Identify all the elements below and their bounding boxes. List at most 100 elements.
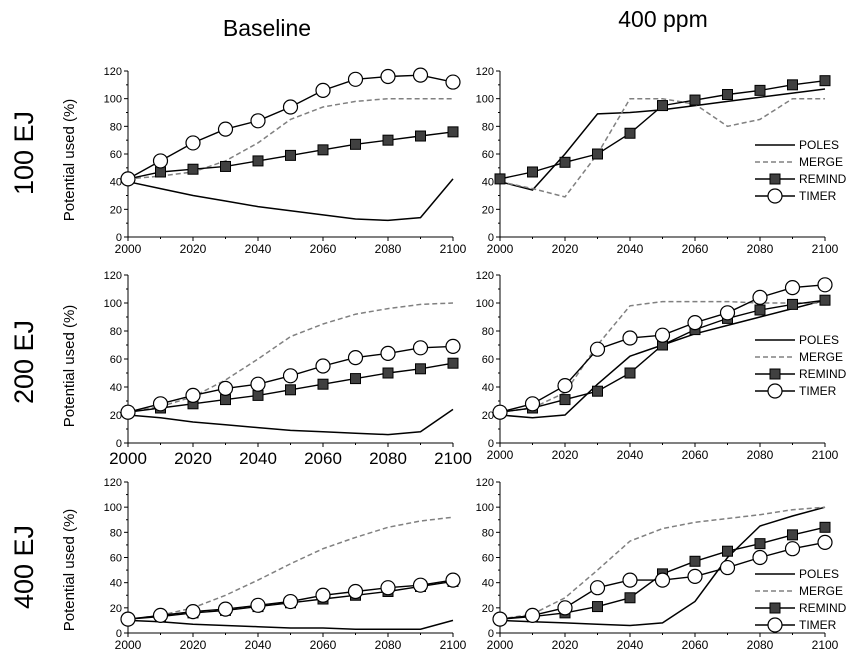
point-timer (412, 67, 429, 83)
point-timer (622, 330, 638, 346)
y-tick-label: 120 (104, 66, 122, 78)
point-timer (120, 171, 136, 187)
x-tick-label: 2000 (487, 638, 514, 652)
point-remind (559, 394, 571, 406)
series-timer (127, 74, 454, 180)
legend-label-timer: TIMER (799, 384, 837, 398)
x-tick-label: 2100 (440, 242, 467, 256)
point-timer (152, 396, 169, 412)
point-timer (152, 153, 169, 169)
point-timer (185, 604, 201, 620)
point-remind (722, 545, 733, 557)
point-remind (350, 373, 361, 385)
point-remind (689, 555, 701, 567)
y-tick-label: 0 (488, 628, 494, 640)
x-tick-label: 2000 (487, 242, 514, 256)
row-title-400ej: 400 EJ (9, 525, 39, 609)
series-merge (499, 506, 826, 620)
series-poles (127, 408, 454, 436)
point-timer (784, 280, 801, 296)
y-tick-label: 40 (110, 177, 122, 189)
point-remind (285, 149, 296, 161)
legend: POLES MERGE REMIND TIMER (755, 138, 847, 204)
point-remind (252, 155, 264, 167)
point-remind (220, 394, 231, 406)
point-timer (784, 541, 801, 557)
x-tick-label: 2060 (682, 242, 709, 256)
point-timer (767, 617, 783, 633)
x-tick-label: 2060 (682, 638, 709, 652)
point-remind (754, 304, 766, 316)
point-remind (285, 384, 296, 396)
point-timer (817, 534, 833, 551)
point-timer (217, 601, 234, 617)
x-tick-label: 2040 (617, 638, 644, 652)
point-remind (769, 602, 781, 614)
point-remind (657, 100, 668, 112)
legend-label-merge: MERGE (799, 350, 843, 364)
point-timer (767, 188, 783, 204)
point-timer (315, 82, 331, 98)
point-timer (380, 580, 396, 596)
point-timer (654, 327, 671, 343)
y-tick-label: 80 (110, 326, 122, 338)
point-remind (592, 148, 603, 160)
y-tick-label: 40 (110, 382, 122, 394)
point-remind (624, 127, 636, 139)
point-timer (412, 340, 429, 356)
point-timer (752, 289, 768, 305)
point-timer (767, 383, 783, 399)
x-tick-label: 2100 (812, 448, 839, 462)
y-tick-label: 20 (110, 603, 122, 615)
y-tick-label: 100 (476, 502, 494, 514)
legend-label-poles: POLES (799, 138, 839, 152)
y-tick-label: 40 (110, 578, 122, 590)
point-remind (382, 134, 394, 146)
y-tick-label: 120 (104, 477, 122, 489)
point-timer (250, 113, 266, 129)
point-remind (447, 357, 459, 369)
x-tick-label: 2080 (375, 638, 402, 652)
point-timer (217, 380, 234, 396)
point-timer (557, 378, 573, 394)
point-timer (347, 583, 364, 600)
point-timer (752, 549, 768, 566)
y-tick-label: 0 (116, 628, 122, 640)
series-poles (127, 178, 454, 222)
y-tick-label: 40 (482, 382, 494, 394)
point-remind (187, 163, 199, 175)
x-tick-label: 2000 (109, 449, 147, 468)
point-timer (687, 315, 703, 331)
point-timer (817, 277, 833, 293)
y-tick-label: 80 (482, 326, 494, 338)
x-tick-label: 2040 (617, 448, 644, 462)
point-timer (719, 559, 736, 576)
legend-label-merge: MERGE (799, 584, 843, 598)
y-tick-label: 20 (482, 410, 494, 422)
point-timer (120, 611, 136, 627)
point-timer (445, 572, 461, 588)
point-timer (719, 305, 736, 321)
point-remind (624, 367, 636, 379)
series-merge (499, 300, 825, 413)
legend-label-timer: TIMER (799, 189, 837, 203)
y-tick-label: 60 (110, 149, 122, 161)
legend: POLES MERGE REMIND TIMER (755, 333, 847, 399)
column-title-400ppm: 400 ppm (618, 6, 708, 32)
point-timer (315, 358, 331, 374)
point-timer (492, 404, 508, 420)
y-tick-label: 20 (482, 204, 494, 216)
x-tick-label: 2060 (310, 242, 337, 256)
point-remind (415, 130, 426, 142)
point-remind (819, 75, 831, 87)
y-tick-label: 60 (482, 553, 494, 565)
point-remind (689, 94, 701, 106)
series-merge (127, 516, 454, 620)
x-tick-label: 2100 (440, 638, 467, 652)
legend: POLES MERGE REMIND TIMER (755, 567, 847, 633)
y-tick-label: 80 (482, 527, 494, 539)
y-tick-label: 60 (482, 354, 494, 366)
